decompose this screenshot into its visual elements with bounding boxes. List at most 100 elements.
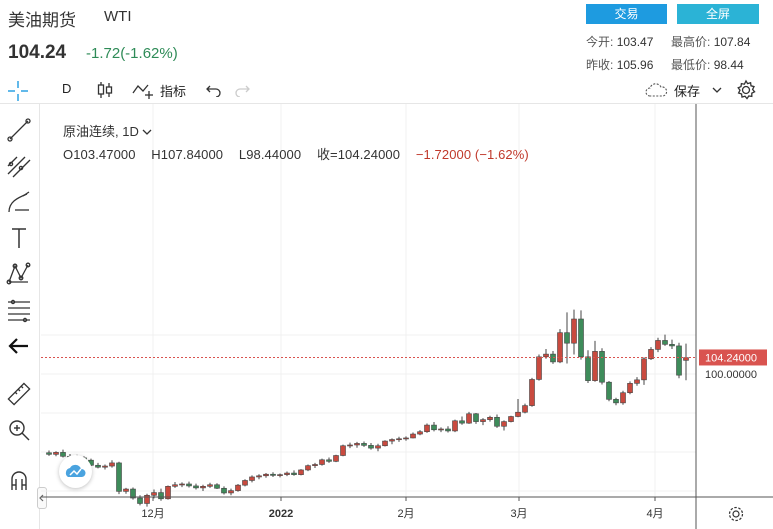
candle-body [494,416,500,427]
save-button[interactable]: 保存 [674,84,701,99]
crosshair-icon[interactable] [7,80,29,102]
chart-toolbar: D 指标 保存 [0,76,773,104]
candle-body [403,437,409,440]
open-label: 今开: [586,35,614,49]
candle-body [263,473,269,477]
pitchfork-icon[interactable] [5,152,33,180]
indicators-button[interactable]: 指标 [160,84,187,99]
candle-body [669,344,675,347]
candle-body [452,420,458,432]
legend-close: 收=104.24000 [316,147,401,162]
candle-body [368,445,374,449]
candle-body [487,416,493,420]
gear-icon[interactable] [735,79,757,101]
high-stat: 最高价: 107.84 [671,33,750,50]
candle-body [270,473,276,476]
candle-body [375,445,381,449]
candle-body [179,483,185,486]
price-level-label: 100.00000 [705,369,757,381]
trade-button[interactable]: 交易 [586,4,667,24]
redo-icon[interactable] [234,83,250,97]
candle-body [676,345,682,376]
drawing-toolbar [0,104,47,529]
candle-body [354,443,360,446]
time-tick-label: 2月 [397,508,414,520]
candle-body [417,431,423,435]
candle-body [410,433,416,439]
logo-badge[interactable] [59,455,92,488]
candle-body [578,318,584,358]
fib-icon[interactable] [5,296,33,324]
candle-body [634,379,640,384]
candle-body [641,358,647,381]
instrument-title: 美油期货 [8,11,76,30]
legend-open: O103.47000 [63,147,136,162]
candle-body [200,486,206,489]
candle-body [613,399,619,404]
chevron-down-icon[interactable] [712,86,722,94]
candle-body [144,494,150,504]
indicators-icon[interactable] [132,81,156,101]
last-price: 104.24 [8,42,67,63]
candle-body [564,332,570,344]
ruler-icon[interactable] [5,380,33,408]
candle-body [543,353,549,358]
candle-body [620,392,626,404]
candle-body [123,488,129,492]
candle-body [137,497,143,504]
candle-body [550,353,556,363]
candle-body [305,465,311,471]
candle-body [151,492,157,496]
interval-button[interactable]: D [62,81,72,96]
back-arrow-icon[interactable] [5,332,33,360]
series-legend[interactable]: 原油连续, 1D [63,121,152,140]
chart-grid [41,104,696,497]
pattern-icon[interactable] [5,260,33,288]
candle-body [473,413,479,422]
magnet-icon[interactable] [5,466,33,494]
time-tick-label: 3月 [510,508,527,520]
chevron-left-icon [39,494,44,502]
gear-teeth [728,506,744,522]
candle-body [396,438,402,441]
instrument-symbol: WTI [104,8,132,25]
fullscreen-button[interactable]: 全屏 [677,4,759,24]
undo-icon[interactable] [206,83,222,97]
brush-icon[interactable] [5,188,33,216]
candle-body [109,462,115,467]
candle-body [172,484,178,487]
candle-body [347,444,353,447]
candle-body [627,383,633,394]
chevron-down-icon[interactable] [142,128,152,136]
candle-type-icon[interactable] [96,81,114,99]
trend-line-icon[interactable] [5,116,33,144]
chart-axes: 104.24000 100.00000 12月 2022 2月 3月 4月 [41,104,773,529]
legend-high: H107.84000 [151,147,224,162]
candle-body [683,357,689,361]
candle-body [557,332,563,363]
candle-body [207,484,213,487]
candle-body [431,424,437,431]
candle-body [228,490,234,494]
candle-body [298,469,304,475]
candle-body [522,405,528,413]
series-name[interactable]: 原油连续, 1D [63,124,139,139]
candle-body [221,487,227,494]
candle-body [648,349,654,360]
price-chart[interactable]: 104.24000 100.00000 12月 2022 2月 3月 4月 [41,104,773,529]
candle-body [662,340,668,345]
candle-body [186,483,192,487]
candle-body [46,452,52,455]
candle-body [536,356,542,380]
current-price-tag: 104.24000 [705,352,757,364]
time-tick-label: 12月 [141,508,164,520]
candle-body [438,428,444,431]
candle-body [333,455,339,462]
cloud-icon[interactable] [644,82,670,98]
high-label: 最高价: [671,35,711,49]
text-icon[interactable] [5,224,33,252]
candle-body [193,485,199,489]
candle-body [445,428,451,432]
collapse-toolbar-button[interactable] [37,487,47,509]
zoom-icon[interactable] [5,416,33,444]
